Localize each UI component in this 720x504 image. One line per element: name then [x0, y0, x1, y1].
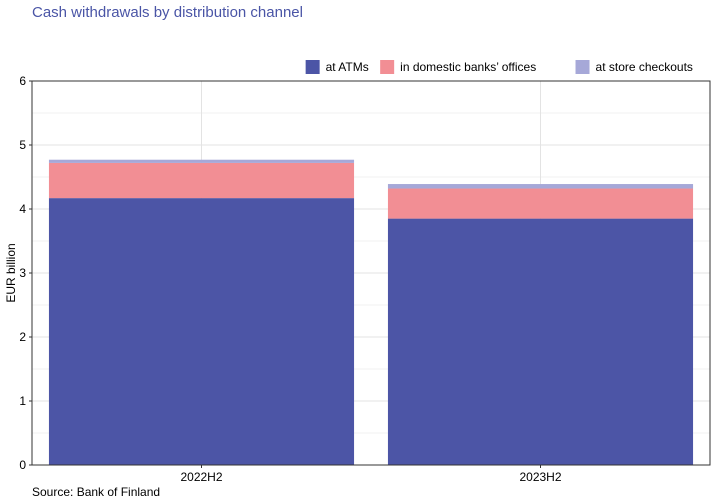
legend-swatch [305, 60, 320, 74]
bar-segment [48, 162, 355, 199]
y-tick-label: 3 [19, 266, 26, 280]
y-axis: 0 1 2 3 4 5 6 [19, 74, 32, 472]
bar-segment [48, 198, 355, 465]
y-tick-label: 6 [19, 74, 26, 88]
y-axis-label: EUR billion [4, 243, 18, 302]
legend-swatch [380, 60, 395, 74]
legend-label: in domestic banks’ offices [400, 60, 536, 74]
bar-segment [387, 188, 694, 219]
y-tick-label: 1 [19, 394, 26, 408]
y-tick-label: 0 [19, 458, 26, 472]
x-axis: 2022H2 2023H2 [180, 465, 562, 484]
legend-swatch [575, 60, 590, 74]
bars [48, 159, 694, 465]
bar-segment [387, 184, 694, 189]
y-tick-label: 2 [19, 330, 26, 344]
legend-label: at ATMs [326, 60, 369, 74]
bar-segment [387, 218, 694, 465]
source-note: Source: Bank of Finland [32, 485, 161, 499]
legend-label: at store checkouts [596, 60, 693, 74]
y-tick-label: 4 [19, 202, 26, 216]
x-tick-label: 2023H2 [519, 470, 561, 484]
chart-title: Cash withdrawals by distribution channel [32, 4, 303, 21]
x-tick-label: 2022H2 [180, 470, 222, 484]
bar-segment [48, 159, 355, 163]
y-tick-label: 5 [19, 138, 26, 152]
legend: at store checkouts in domestic banks’ off… [305, 60, 693, 74]
